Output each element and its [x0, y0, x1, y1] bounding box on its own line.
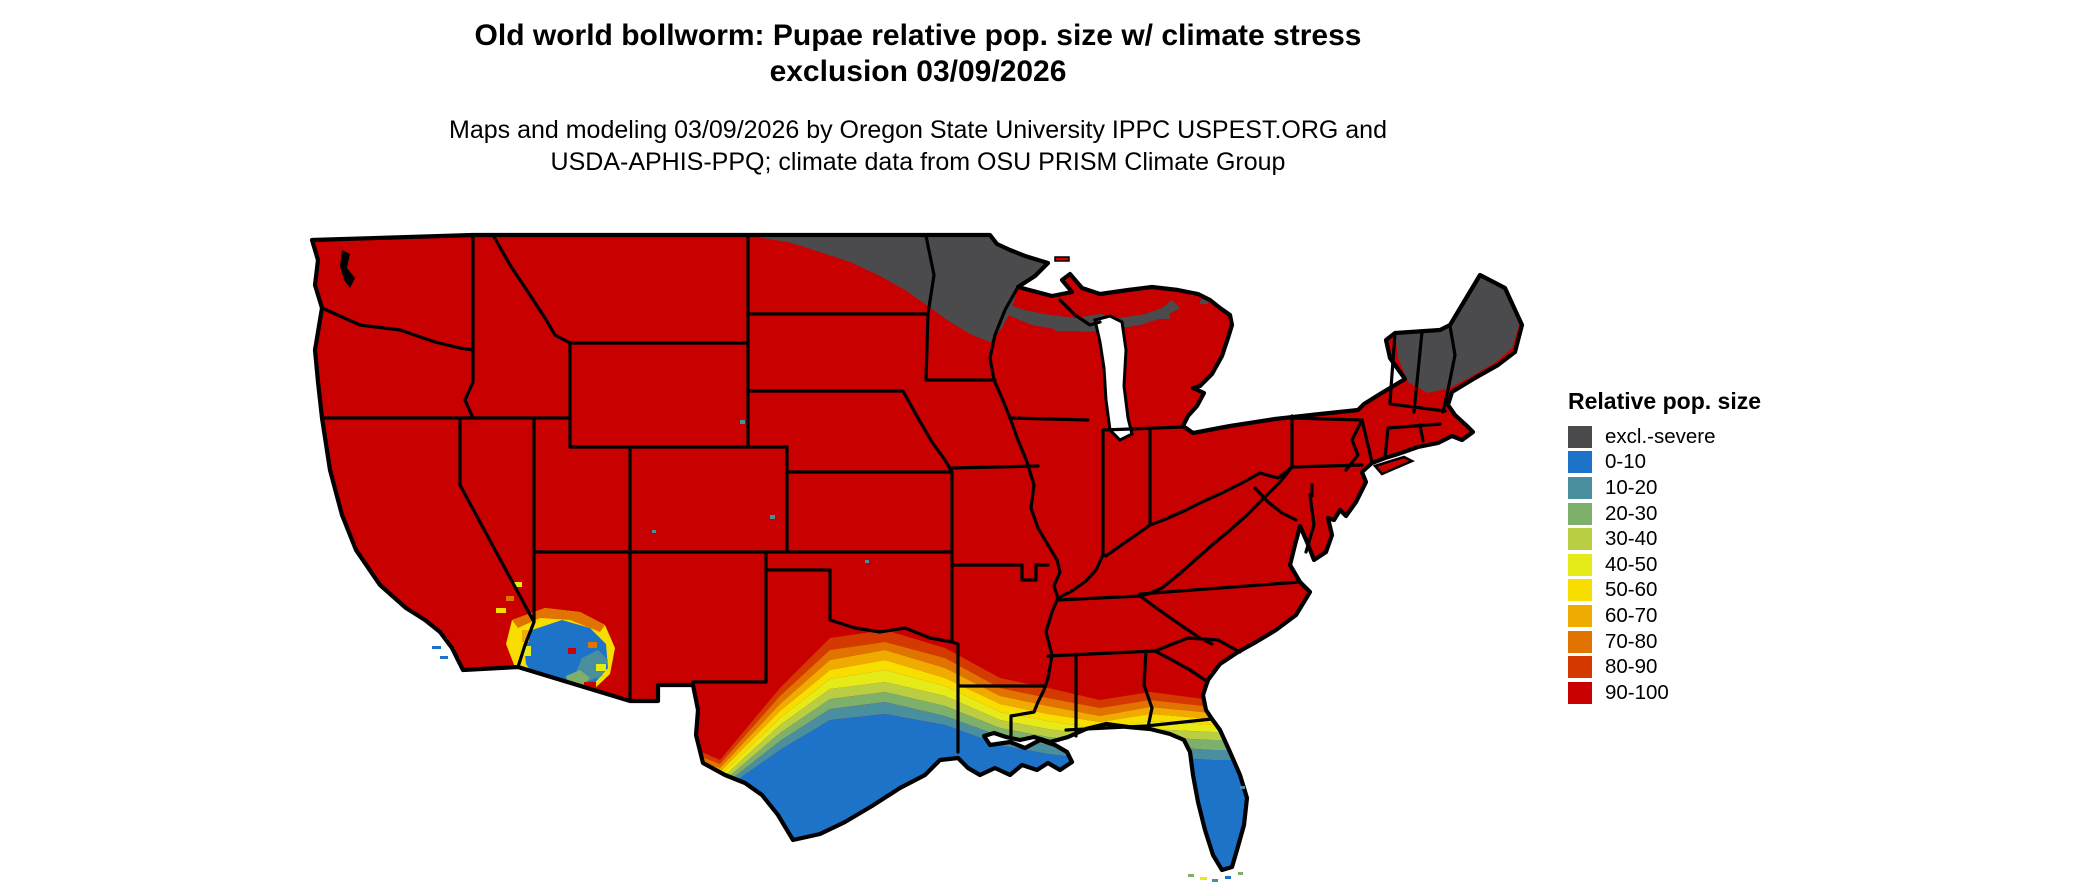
us-risk-map	[300, 230, 1550, 892]
legend-swatch	[1568, 502, 1592, 525]
legend-item-label: 70-80	[1605, 629, 1658, 653]
legend-item-label: 30-40	[1605, 527, 1658, 551]
legend-item-label: 60-70	[1605, 603, 1658, 627]
legend-item-label: 0-10	[1605, 450, 1647, 474]
legend-rows: excl.-severe 0-10 10-20 20-30 30-40 40-50 50-6…	[1568, 424, 1868, 706]
legend-item-label: 90-100	[1605, 680, 1669, 704]
legend: Relative pop. size excl.-severe 0-10 10-20…	[1568, 388, 1868, 706]
gradient-band-70-80	[652, 642, 1260, 768]
gradient-band-80-90	[652, 630, 1260, 764]
legend-item-label: excl.-severe	[1605, 424, 1716, 448]
gradient-band-60-70	[652, 650, 1260, 772]
legend-item: 80-90	[1568, 654, 1868, 680]
florida-keys	[1188, 786, 1245, 882]
legend-item-label: 40-50	[1605, 552, 1658, 576]
legend-item-label: 10-20	[1605, 475, 1658, 499]
legend-swatch	[1568, 476, 1592, 499]
legend-swatch	[1568, 656, 1592, 679]
us-map-svg	[309, 232, 1525, 882]
legend-swatch	[1568, 579, 1592, 602]
legend-swatch	[1568, 425, 1592, 448]
conus-outline	[309, 232, 1525, 873]
legend-swatch	[1568, 681, 1592, 704]
mountain-cool-specks	[652, 420, 869, 563]
gradient-band-50-60	[652, 660, 1260, 776]
long-island	[1372, 455, 1415, 476]
lake-michigan	[1093, 314, 1134, 442]
legend-item-label: 80-90	[1605, 655, 1658, 679]
legend-swatch	[1568, 528, 1592, 551]
legend-item: 10-20	[1568, 475, 1868, 501]
page-title-line1: Old world bollworm: Pupae relative pop. …	[474, 19, 1362, 52]
puget-sound	[340, 250, 355, 288]
legend-item: 0-10	[1568, 450, 1868, 476]
state-borders	[320, 233, 1457, 754]
legend-swatch	[1568, 451, 1592, 474]
legend-title: Relative pop. size	[1568, 388, 1762, 414]
legend-item-label: 20-30	[1605, 501, 1658, 525]
legend-item: 90-100	[1568, 680, 1868, 706]
legend-item: excl.-severe	[1568, 424, 1868, 450]
channel-islands	[432, 646, 448, 659]
page-title-line2: exclusion 03/09/2026	[769, 55, 1067, 88]
isle-royale	[1054, 256, 1070, 262]
legend-item: 70-80	[1568, 629, 1868, 655]
page-title: Old world bollworm: Pupae relative pop. …	[0, 18, 1836, 90]
legend-swatch	[1568, 553, 1592, 576]
map-subtitle: Maps and modeling 03/09/2026 by Oregon S…	[0, 114, 1836, 178]
legend-item: 30-40	[1568, 526, 1868, 552]
legend-swatch	[1568, 630, 1592, 653]
subtitle-line2: USDA-APHIS-PPQ; climate data from OSU PR…	[550, 148, 1286, 176]
title-block: Old world bollworm: Pupae relative pop. …	[0, 18, 1836, 178]
legend-swatch	[1568, 604, 1592, 627]
legend-item: 50-60	[1568, 578, 1868, 604]
subtitle-line1: Maps and modeling 03/09/2026 by Oregon S…	[449, 116, 1387, 144]
legend-item-label: 50-60	[1605, 578, 1658, 602]
legend-item: 40-50	[1568, 552, 1868, 578]
legend-item: 60-70	[1568, 603, 1868, 629]
legend-item: 20-30	[1568, 501, 1868, 527]
